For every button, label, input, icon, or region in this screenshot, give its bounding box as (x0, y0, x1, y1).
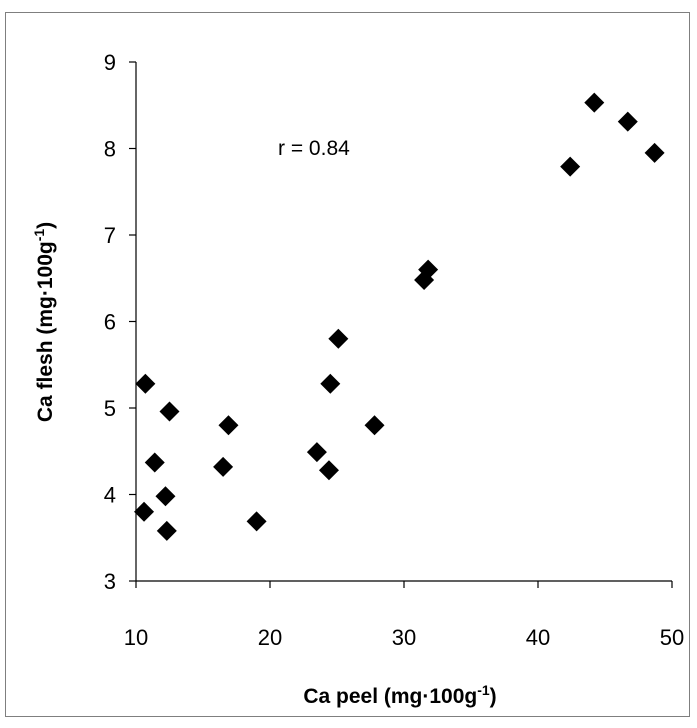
data-point (328, 328, 349, 349)
y-tick-label: 9 (104, 50, 116, 75)
data-point (135, 373, 156, 394)
axes (135, 62, 672, 582)
chart-frame (5, 12, 690, 717)
y-axis-title: Ca flesh (mg·100g-1) (31, 222, 57, 422)
x-tick-label: 10 (124, 625, 148, 650)
y-tick-label: 5 (104, 396, 116, 421)
data-point (213, 456, 234, 477)
x-axis-title: Ca peel (mg·100g-1) (303, 682, 496, 708)
data-point (584, 92, 605, 113)
data-point (159, 401, 180, 422)
x-tick-label: 20 (258, 625, 282, 650)
y-tick-label: 7 (104, 223, 116, 248)
data-points (134, 92, 665, 541)
data-point (155, 486, 176, 507)
data-point (644, 142, 665, 163)
data-point (144, 452, 165, 473)
data-point (306, 442, 327, 463)
data-point (364, 415, 385, 436)
data-point (218, 415, 239, 436)
data-point (560, 156, 581, 177)
y-tick-label: 6 (104, 310, 116, 335)
y-tick-label: 8 (104, 137, 116, 162)
data-point (320, 373, 341, 394)
x-tick-label: 50 (660, 625, 684, 650)
x-tick-label: 30 (392, 625, 416, 650)
x-tick-label: 40 (526, 625, 550, 650)
data-point (617, 111, 638, 132)
correlation-annotation: r = 0.84 (278, 137, 350, 160)
data-point (418, 259, 439, 280)
ticks: 3 4 5 6 7 8 9 10 20 30 40 50 (104, 50, 684, 650)
data-point (246, 511, 267, 532)
data-point (134, 501, 155, 522)
y-tick-label: 3 (104, 569, 116, 594)
y-tick-label: 4 (104, 483, 116, 508)
data-point (156, 520, 177, 541)
data-point (318, 460, 339, 481)
